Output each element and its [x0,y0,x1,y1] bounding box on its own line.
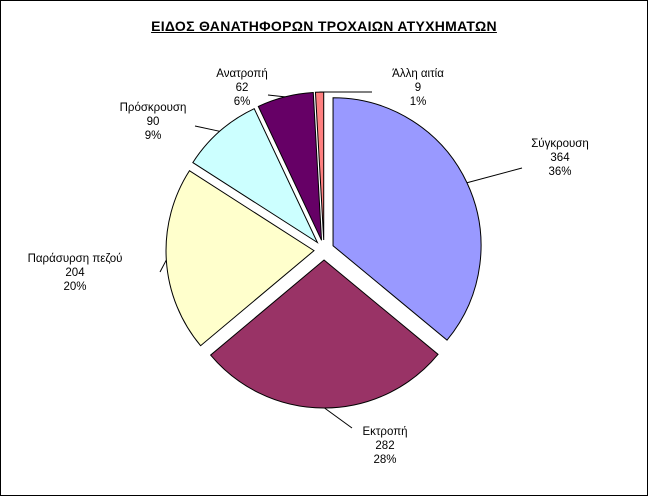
data-label-4-category: Πρόσκρουση [120,102,187,114]
data-label-6-category: Άλλη αιτία [392,68,444,80]
data-label-5-category: Ανατροπή [216,68,268,80]
data-label-1-category: Σύγκρουση [531,138,589,150]
data-label-1-percent: 36% [548,166,571,178]
data-label-2-category: Εκτροπή [362,426,407,438]
data-label-4: Πρόσκρουση 90 9% [120,102,187,142]
data-label-5-percent: 6% [234,96,251,108]
data-label-2-percent: 28% [373,454,396,466]
chart-title: ΕΙΔΟΣ ΘΑΝΑΤΗΦΟΡΩΝ ΤΡΟΧΑΙΩΝ ΑΤΥΧΗΜΑΤΩΝ [151,18,497,34]
data-label-3-category: Παράσυρση πεζού [28,253,123,265]
data-label-3-value: 204 [65,267,85,279]
data-label-6-value: 9 [415,82,421,94]
data-label-3: Παράσυρση πεζού 204 20% [28,253,123,293]
leader-line-4 [194,125,220,132]
pie-slice-5 [257,92,323,241]
data-label-1: Σύγκρουση 364 36% [531,138,589,178]
data-label-6-percent: 1% [410,96,427,108]
data-label-5: Ανατροπή 62 6% [216,68,268,108]
pie-slice-1 [332,97,482,341]
data-label-5-value: 62 [236,82,249,94]
data-label-4-value: 90 [147,116,160,128]
leader-line-5 [267,94,286,98]
leader-line-1 [466,167,523,184]
data-label-6: Άλλη αιτία 9 1% [392,68,444,108]
leader-line-2 [324,407,353,429]
data-label-3-percent: 20% [63,281,86,293]
data-label-2-value: 282 [375,440,394,452]
data-label-2: Εκτροπή 282 28% [362,426,407,466]
data-label-1-value: 364 [550,152,570,164]
pie-slice-4 [192,107,319,244]
data-label-4-percent: 9% [145,130,162,142]
leader-line-3 [159,259,167,273]
pie-slice-3 [165,170,315,347]
